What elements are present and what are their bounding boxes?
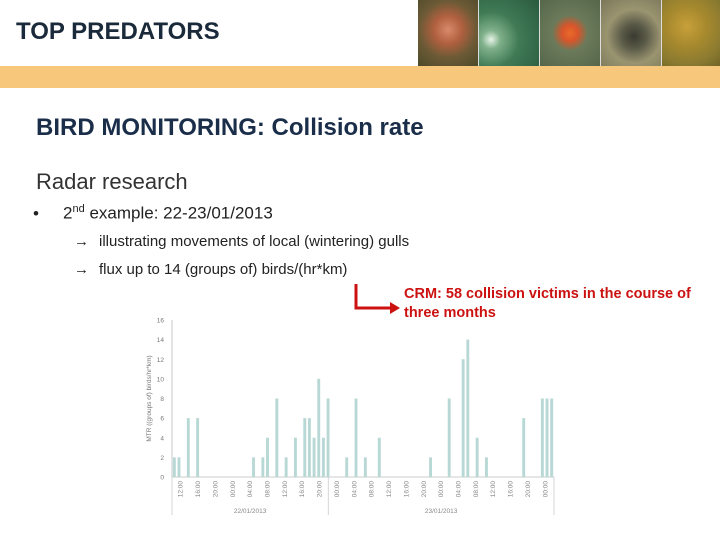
x-tick-label: 20:00: [212, 481, 219, 498]
chart-bar: [363, 457, 367, 478]
y-axis-label: MTR ((groups of) birds/hr*km): [146, 355, 153, 441]
header-band: [0, 66, 720, 88]
x-tick-label: 08:00: [369, 481, 376, 498]
crm-callout-arrow-icon: [354, 284, 400, 314]
chart-bar: [545, 398, 549, 477]
mtr-bar-chart: MTR ((groups of) birds/hr*km) 0 2 4 6 8 10 12 14…: [146, 318, 555, 515]
x-tick-label: 00:00: [542, 481, 549, 498]
x-tick-label: 20:00: [525, 481, 532, 498]
chart-bar: [307, 418, 311, 478]
photo-strip: [418, 0, 720, 66]
y-tick-label: 2: [160, 455, 164, 462]
section-subtitle: Radar research: [36, 169, 188, 194]
x-tick-label: 12:00: [490, 481, 497, 498]
arrow-right-icon: →: [74, 261, 89, 278]
page-title: TOP PREDATORS: [16, 18, 220, 45]
sub-point: → flux up to 14 (groups of) birds/(hr*km): [74, 261, 347, 278]
chart-bar: [266, 437, 269, 477]
chart-bar: [466, 339, 470, 478]
chart-bar: [447, 398, 451, 477]
chart-bar: [522, 418, 526, 478]
date-label: 23/01/2013: [425, 508, 458, 515]
x-tick-label: 12:00: [386, 481, 393, 498]
photo-fanworm: [418, 0, 479, 66]
chart-bar: [172, 457, 176, 478]
x-tick-label: 16:00: [508, 481, 515, 498]
chart-bar: [317, 378, 321, 478]
y-tick-label: 16: [157, 318, 165, 325]
chart-bar: [303, 418, 307, 478]
x-tick-label: 04:00: [247, 481, 254, 498]
x-tick-label: 20:00: [421, 481, 428, 498]
sub-point: → illustrating movements of local (winter…: [74, 233, 409, 250]
x-tick-label: 16:00: [403, 481, 410, 498]
chart-bar: [177, 457, 181, 478]
chart-bar: [475, 437, 479, 477]
chart-bar: [540, 398, 544, 477]
sub-point-text: flux up to 14 (groups of) birds/(hr*km): [99, 261, 348, 278]
chart-bar: [252, 457, 255, 478]
bullet-superscript: nd: [72, 203, 85, 215]
chart-bar: [275, 398, 279, 477]
chart-bar: [345, 457, 349, 478]
x-tick-label: 04:00: [351, 481, 358, 498]
x-tick-label: 04:00: [456, 481, 463, 498]
chart-bar: [485, 457, 488, 478]
chart-bar: [321, 437, 325, 477]
chart-bar: [461, 359, 465, 477]
section-title: BIRD MONITORING: Collision rate: [36, 114, 424, 141]
bullet-dot-icon: •: [33, 203, 39, 223]
x-tick-label: 08:00: [265, 481, 272, 498]
y-tick-label: 12: [157, 357, 165, 364]
bullet-prefix: 2: [63, 203, 73, 223]
arrow-right-icon: →: [74, 233, 89, 250]
chart-bar: [326, 398, 330, 477]
date-label: 22/01/2013: [234, 508, 267, 515]
chart-bar: [261, 457, 265, 478]
x-tick-label: 00:00: [334, 481, 341, 498]
chart-bar: [196, 418, 200, 478]
y-tick-label: 10: [157, 376, 165, 383]
x-tick-label: 16:00: [195, 481, 202, 498]
photo-sponge: [662, 0, 720, 66]
y-tick-label: 14: [157, 337, 165, 344]
y-tick-label: 6: [160, 416, 164, 423]
crm-note: CRM: 58 collision victims in the course …: [404, 286, 691, 321]
chart-bar: [377, 437, 381, 477]
x-tick-label: 20:00: [317, 481, 324, 498]
x-tick-label: 00:00: [230, 481, 237, 498]
sub-point-text: illustrating movements of local (winteri…: [99, 233, 410, 250]
chart-bar: [550, 398, 554, 477]
x-tick-label: 12:00: [178, 481, 185, 498]
chart-bar: [284, 457, 288, 478]
y-tick-label: 0: [160, 475, 164, 482]
chart-bar: [186, 418, 190, 478]
y-tick-label: 8: [160, 396, 164, 403]
photo-diver: [479, 0, 540, 66]
x-tick-label: 16:00: [299, 481, 306, 498]
chart-bar: [294, 437, 297, 477]
y-tick-label: 4: [160, 435, 164, 442]
bullet-item: • 2nd example: 22-23/01/2013: [33, 203, 273, 224]
x-tick-label: 12:00: [282, 481, 289, 498]
x-tick-label: 00:00: [438, 481, 445, 498]
bullet-text: example: 22-23/01/2013: [84, 203, 273, 223]
photo-fish: [601, 0, 662, 66]
photo-starfish: [540, 0, 601, 66]
chart-bar: [312, 437, 316, 477]
x-tick-label: 08:00: [473, 481, 480, 498]
chart-bar: [354, 398, 358, 477]
chart-bar: [429, 457, 432, 478]
